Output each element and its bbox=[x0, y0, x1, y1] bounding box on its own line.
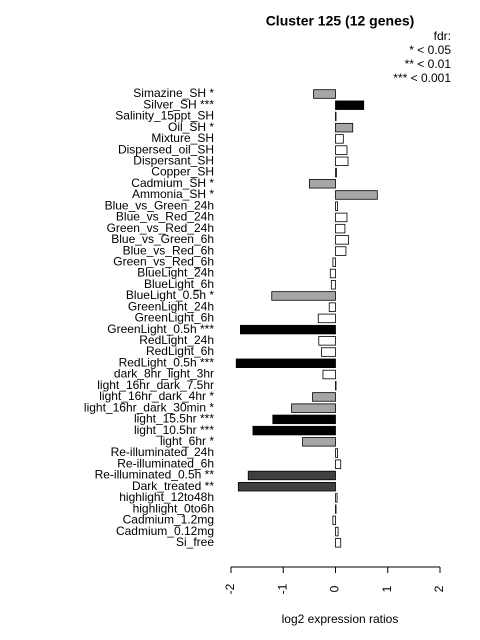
bar bbox=[335, 201, 338, 211]
bar bbox=[335, 100, 365, 110]
y-tick-label: light_16hr_dark_7.5hr bbox=[97, 378, 214, 392]
bar bbox=[308, 179, 336, 189]
bar bbox=[335, 167, 337, 178]
bar bbox=[335, 122, 354, 133]
bar bbox=[335, 223, 346, 234]
legend-entry: ** < 0.01 bbox=[405, 57, 452, 71]
bar bbox=[335, 381, 337, 391]
y-tick-label: Re-illuminated_0.5h ** bbox=[95, 468, 215, 482]
y-tick-label: BlueLight_24h bbox=[137, 266, 214, 280]
y-tick-label: GreenLight_0.5h *** bbox=[107, 322, 214, 336]
bar bbox=[335, 538, 342, 548]
y-tick-label: Oil_SH * bbox=[168, 120, 214, 134]
y-tick-label: Re-illuminated_24h bbox=[111, 445, 214, 459]
bar bbox=[313, 89, 336, 99]
y-tick-label: light_16hr_dark_4hr * bbox=[99, 389, 214, 403]
y-tick-label: Si_free bbox=[176, 535, 214, 549]
bar bbox=[335, 459, 342, 469]
bar bbox=[320, 347, 336, 357]
y-tick-label: GreenLight_6h bbox=[135, 311, 214, 325]
legend-entry: *** < 0.001 bbox=[393, 71, 451, 85]
y-tick-label: Simazine_SH * bbox=[133, 86, 214, 100]
y-tick-label: Mixture_SH bbox=[151, 131, 214, 145]
bar bbox=[302, 437, 336, 447]
y-tick-label: light_6hr * bbox=[160, 434, 214, 448]
bar bbox=[329, 268, 336, 279]
bar bbox=[247, 470, 336, 481]
y-tick-label: Dark_treated ** bbox=[132, 479, 214, 493]
bar bbox=[335, 212, 348, 223]
bar bbox=[335, 156, 349, 167]
bar bbox=[328, 302, 336, 312]
bar bbox=[235, 358, 336, 368]
y-tick-label: highlight_0to6h bbox=[133, 501, 214, 515]
x-tick-label: 2 bbox=[432, 585, 446, 592]
bar bbox=[252, 425, 336, 436]
y-tick-label: Copper_SH bbox=[151, 165, 214, 179]
bar bbox=[335, 111, 337, 122]
chart-title: Cluster 125 (12 genes) bbox=[266, 13, 415, 29]
y-tick-label: Cadmium_0.12mg bbox=[116, 524, 214, 538]
bar bbox=[322, 369, 336, 380]
y-tick-label: highlight_12to48h bbox=[119, 490, 214, 504]
bar bbox=[335, 134, 344, 144]
y-tick-label: GreenLight_24h bbox=[128, 299, 214, 313]
y-tick-label: Cadmium_1.2mg bbox=[123, 513, 214, 527]
y-tick-label: light_10.5hr *** bbox=[134, 423, 214, 437]
bar bbox=[335, 145, 348, 155]
y-tick-label: Blue_vs_Green_24h bbox=[105, 198, 214, 212]
y-tick-label: dark_8hr_light_3hr bbox=[114, 367, 214, 381]
y-tick-label: Silver_SH *** bbox=[143, 97, 214, 111]
bar bbox=[335, 504, 337, 514]
bar bbox=[240, 324, 336, 335]
y-tick-label: BlueLight_6h bbox=[144, 277, 214, 291]
y-tick-label: Salinity_15ppt_SH bbox=[115, 109, 214, 123]
bar bbox=[237, 481, 336, 492]
y-tick-label: RedLight_24h bbox=[139, 333, 214, 347]
y-tick-label: RedLight_0.5h *** bbox=[119, 355, 215, 369]
bar bbox=[332, 515, 336, 526]
legend-entry: * < 0.05 bbox=[409, 43, 451, 57]
x-tick-label: -1 bbox=[275, 583, 289, 594]
bar bbox=[335, 448, 338, 458]
bar bbox=[335, 526, 339, 537]
bar bbox=[335, 493, 338, 503]
bar bbox=[271, 291, 336, 301]
y-tick-label: BlueLight_0.5h * bbox=[126, 288, 214, 302]
bar bbox=[332, 257, 336, 268]
y-tick-label: light_15.5hr *** bbox=[134, 412, 214, 426]
y-tick-label: Dispersed_oil_SH bbox=[118, 142, 214, 156]
x-axis-label: log2 expression ratios bbox=[282, 612, 399, 626]
y-tick-label: Cadmium_SH * bbox=[131, 176, 214, 190]
y-tick-label: light_16hr_dark_30min * bbox=[84, 400, 214, 414]
y-tick-label: Re-illuminated_6h bbox=[117, 456, 214, 470]
legend-title: fdr: bbox=[434, 29, 451, 43]
y-tick-label: Blue_vs_Red_6h bbox=[123, 243, 214, 257]
bar bbox=[272, 414, 336, 425]
y-tick-label: Green_vs_Red_6h bbox=[113, 254, 214, 268]
y-tick-label: Blue_vs_Green_6h bbox=[111, 232, 214, 246]
x-tick-label: 1 bbox=[380, 585, 394, 592]
bar bbox=[330, 280, 336, 290]
y-tick-label: Blue_vs_Red_24h bbox=[116, 210, 214, 224]
bar bbox=[335, 190, 378, 200]
y-tick-label: Green_vs_Red_24h bbox=[107, 221, 214, 235]
y-tick-label: Dispersant_SH bbox=[133, 153, 214, 167]
x-tick-label: -2 bbox=[223, 583, 237, 594]
y-tick-label: RedLight_6h bbox=[146, 344, 214, 358]
x-tick-label: 0 bbox=[328, 585, 342, 592]
bar bbox=[318, 336, 336, 346]
bar bbox=[317, 313, 336, 324]
y-tick-label: Ammonia_SH * bbox=[132, 187, 214, 201]
bar bbox=[335, 235, 349, 245]
bar bbox=[312, 392, 336, 402]
bar bbox=[291, 403, 336, 413]
bar bbox=[335, 246, 347, 256]
